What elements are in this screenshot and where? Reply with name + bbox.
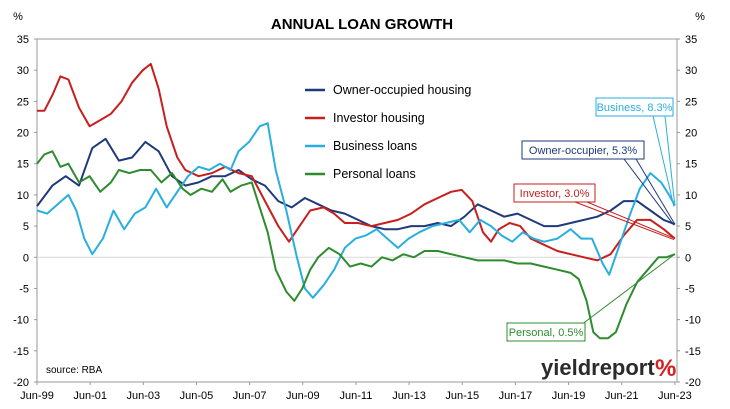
annotation-leader (580, 253, 676, 326)
x-tick-label: Jun-21 (605, 390, 639, 402)
y-tick-label-left: 5 (23, 221, 29, 233)
annotation-box (513, 183, 596, 203)
y-tick-label-left: -10 (13, 315, 29, 327)
y-tick-label-left: -15 (13, 346, 29, 358)
annotation-leader (623, 158, 675, 226)
x-tick-label: Jun-15 (445, 390, 479, 402)
series-line-personal-loans (36, 150, 676, 340)
y-tick-label-left: 35 (17, 34, 29, 46)
y-tick-label-right: -15 (685, 346, 701, 358)
series-line-business-loans (36, 122, 676, 299)
y-axis-left-unit: % (13, 11, 23, 23)
y-tick-label-right: -10 (685, 315, 701, 327)
annotation-label: Business, 8.3% (597, 102, 673, 114)
x-tick-label: Jun-09 (286, 390, 320, 402)
y-tick-label-right: 20 (685, 128, 697, 140)
x-tick-label: Jun-19 (552, 390, 586, 402)
x-tick-label: Jun-17 (499, 390, 533, 402)
y-tick-label-left: -5 (19, 283, 29, 295)
chart-title: ANNUAL LOAN GROWTH (271, 16, 453, 33)
x-tick-label: Jun-11 (340, 390, 373, 402)
y-tick-label-left: 0 (23, 252, 29, 264)
y-axis-left: 35 30 25 20 15 10 5 0 -5 -10 -15 -20 (13, 34, 37, 389)
x-tick-label: Jun-03 (126, 390, 160, 402)
annotation-leader (635, 158, 676, 225)
y-tick-label-left: 20 (17, 128, 29, 140)
y-axis-right-unit: % (695, 11, 705, 23)
annotation-box (595, 97, 674, 117)
legend-label: Business loans (333, 139, 417, 153)
y-tick-label-right: 15 (685, 159, 697, 171)
y-tick-label-right: -20 (685, 377, 701, 389)
annotations: Business, 8.3% Owner-occupier, 5.3% Invest… (506, 97, 676, 342)
logo-wordmark: yieldreport (541, 355, 655, 380)
legend: Owner-occupied housing Investor housing Bu… (305, 83, 471, 181)
x-tick-label: Jun-01 (73, 390, 107, 402)
legend-label: Personal loans (333, 167, 416, 181)
legend-label: Investor housing (333, 111, 425, 125)
y-tick-label-left: 10 (17, 190, 29, 202)
source-note: source: RBA (46, 365, 102, 376)
logo-percent-icon: % (655, 355, 676, 382)
x-axis: Jun-99 Jun-01 Jun-03 Jun-05 Jun-07 Jun-09 Jun-… (20, 256, 692, 402)
y-tick-label-left: 30 (17, 65, 29, 77)
series-line-investor-housing (37, 62, 676, 262)
annotation-label: Owner-occupier, 5.3% (529, 145, 637, 157)
y-tick-label-left: 25 (17, 96, 29, 108)
y-tick-label-right: 25 (685, 96, 697, 108)
x-tick-label: Jun-23 (658, 390, 692, 402)
x-tick-label: Jun-05 (180, 390, 214, 402)
series-lines (36, 62, 676, 340)
annotation-box (506, 322, 586, 342)
y-tick-label-left: 15 (17, 159, 29, 171)
y-tick-label-right: 30 (685, 65, 697, 77)
annotation-leader (652, 115, 675, 207)
yieldreport-logo: yieldreport % (541, 355, 676, 382)
y-tick-label-right: 35 (685, 34, 697, 46)
series-line-owner-occupied-housing (36, 137, 676, 231)
legend-label: Owner-occupied housing (333, 83, 471, 97)
annotation-leader (586, 201, 676, 240)
annotation-label: Personal, 0.5% (509, 327, 584, 339)
annotation-label: Investor, 3.0% (520, 188, 590, 200)
x-tick-label: Jun-13 (392, 390, 426, 402)
y-tick-label-right: 10 (685, 190, 697, 202)
annotation-leader (664, 115, 676, 206)
y-tick-label-right: 5 (685, 221, 691, 233)
annotation-box (521, 140, 645, 160)
y-tick-label-right: 0 (685, 252, 691, 264)
y-tick-label-right: -5 (685, 283, 695, 295)
y-axis-right: 35 30 25 20 15 10 5 0 -5 -10 -15 -20 (677, 34, 701, 389)
y-tick-label-left: -20 (13, 377, 29, 389)
annotation-leader (574, 201, 675, 241)
x-tick-label: Jun-07 (233, 390, 267, 402)
x-tick-label: Jun-99 (20, 390, 54, 402)
